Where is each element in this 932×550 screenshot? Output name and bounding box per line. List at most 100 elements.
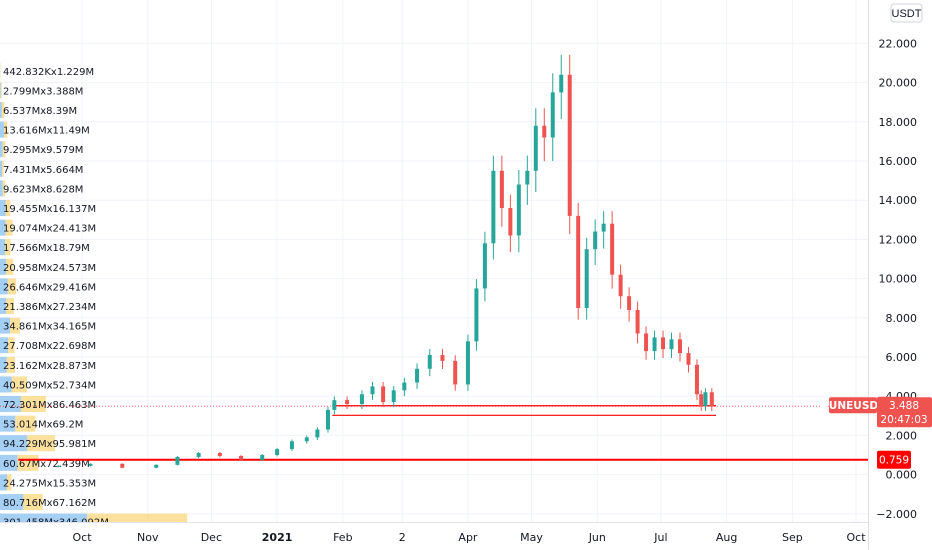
volume-bar-up — [0, 415, 16, 432]
volume-label: 53.014Mx69.2M — [3, 420, 83, 431]
volume-bar-up — [0, 278, 8, 295]
candle-body — [345, 400, 350, 405]
candle-body — [315, 429, 320, 438]
candle-body — [217, 453, 222, 456]
x-tick-label: Dec — [201, 531, 222, 544]
candle-body — [415, 368, 420, 383]
x-tick-label: Jun — [588, 531, 606, 544]
x-tick-label: May — [520, 531, 543, 544]
volume-label: 19.074Mx24.413M — [3, 224, 96, 235]
y-tick-label: 22.000 — [879, 37, 918, 50]
x-tick-label: 2 — [399, 531, 406, 544]
x-tick-label: Aug — [716, 531, 737, 544]
volume-bar-up — [0, 454, 18, 471]
last-price-tag: 3.488 — [889, 400, 919, 412]
candle-body — [627, 296, 632, 310]
volume-bar-down — [6, 356, 16, 373]
volume-bar-up — [0, 239, 6, 256]
countdown-tag: 20:47:03 — [880, 414, 927, 426]
candle-body — [491, 170, 496, 244]
candle-body — [610, 223, 615, 275]
volume-bar-down — [5, 239, 11, 256]
candlesticks — [56, 54, 714, 469]
volume-label: 9.295Mx9.579M — [3, 145, 83, 156]
candle-body — [88, 463, 93, 466]
candle-body — [427, 355, 432, 369]
volume-label: 80.716Mx67.162M — [3, 498, 96, 509]
volume-bar-down — [3, 121, 8, 138]
volume-label: 6.537Mx8.39M — [3, 106, 77, 117]
x-tick-label: 2021 — [262, 531, 293, 544]
volume-bar-up — [0, 200, 6, 217]
volume-label: 60.67Mx72.439M — [3, 459, 90, 470]
candle-body — [677, 339, 682, 354]
volume-bar-down — [0, 82, 2, 99]
volume-bar-up — [0, 435, 28, 452]
y-tick-label: 6.000 — [886, 351, 918, 364]
volume-label: 19.455Mx16.137M — [3, 204, 96, 215]
candle-body — [661, 337, 666, 350]
volume-label: 24.275Mx15.353M — [3, 478, 96, 489]
candle-body — [516, 184, 521, 236]
volume-profile: 442.832Kx1.229M 2.799Mx3.388M 6.537Mx8.39M… — [0, 62, 188, 548]
candle-body — [196, 453, 201, 457]
y-tick-label: 20.000 — [879, 77, 918, 90]
candle-body — [289, 441, 294, 450]
volume-label: 23.162Mx28.873M — [3, 361, 96, 372]
volume-label: 21.386Mx27.234M — [3, 302, 96, 313]
y-tick-label: 0.000 — [886, 469, 918, 482]
candle-body — [482, 243, 487, 289]
candle-body — [175, 456, 180, 465]
candle-body — [703, 392, 708, 406]
volume-label: 94.229Mx95.981M — [3, 439, 96, 450]
candle-body — [635, 309, 640, 334]
volume-bar-down — [11, 376, 27, 393]
y-tick-label: 8.000 — [886, 312, 918, 325]
volume-label: 34.861Mx34.165M — [3, 322, 96, 333]
volume-label: 13.616Mx11.49M — [3, 126, 90, 137]
candle-body — [669, 339, 674, 350]
volume-bar-down — [2, 160, 4, 177]
volume-bar-down — [23, 494, 43, 511]
candle-body — [275, 449, 280, 455]
candle-body — [56, 465, 61, 467]
y-tick-label: 2.000 — [886, 429, 918, 442]
candle-body — [644, 333, 649, 352]
last-price-tag-bg — [877, 397, 932, 428]
volume-bar-up — [0, 376, 12, 393]
candle-body — [601, 223, 606, 232]
volume-label: 9.623Mx8.628M — [3, 184, 83, 195]
volume-bar-down — [5, 200, 11, 217]
candle-body — [154, 464, 159, 468]
candle-body — [359, 394, 364, 405]
volume-label: 7.431Mx5.664M — [3, 165, 83, 176]
y-tick-label: 14.000 — [879, 194, 918, 207]
candle-body — [402, 382, 407, 391]
volume-label: 26.646Mx29.416M — [3, 282, 96, 293]
volume-bar-up — [0, 102, 2, 119]
volume-bar-down — [2, 141, 6, 158]
volume-bar-up — [0, 82, 1, 99]
candle-body — [709, 392, 714, 407]
volume-bar-up — [0, 160, 3, 177]
volume-bar-up — [0, 494, 24, 511]
volume-bar-down — [8, 337, 15, 354]
candle-body — [381, 386, 386, 403]
volume-label: 442.832Kx1.229M — [3, 67, 94, 78]
candle-body — [584, 249, 589, 308]
candle-body — [694, 364, 699, 395]
horizontal-lines — [0, 405, 869, 461]
symbol-tag-bg — [829, 397, 877, 414]
currency-badge[interactable]: USDT — [890, 3, 923, 23]
x-tick-label: Oct — [846, 531, 866, 544]
candle-body — [618, 274, 623, 297]
x-tick-label: Apr — [458, 531, 478, 544]
candle-body — [260, 455, 265, 460]
candle-body — [686, 353, 691, 365]
volume-bar-down — [6, 298, 15, 315]
volume-label: 20.958Mx24.573M — [3, 263, 96, 274]
candle-body — [332, 400, 337, 410]
volume-label: 27.708Mx22.698M — [3, 341, 96, 352]
volume-bar-up — [0, 474, 8, 491]
